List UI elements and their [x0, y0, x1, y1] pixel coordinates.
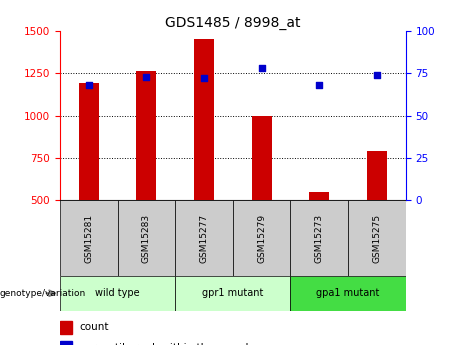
- Bar: [290, 200, 348, 276]
- Text: percentile rank within the sample: percentile rank within the sample: [79, 343, 255, 345]
- Bar: [367, 151, 387, 200]
- Text: GSM15277: GSM15277: [200, 214, 208, 263]
- Bar: [136, 71, 156, 200]
- Bar: [79, 82, 99, 200]
- Bar: [290, 276, 406, 310]
- Bar: [60, 321, 72, 334]
- Text: GSM15273: GSM15273: [315, 214, 324, 263]
- Text: GSM15275: GSM15275: [372, 214, 381, 263]
- Bar: [175, 200, 233, 276]
- Bar: [309, 193, 329, 200]
- Point: [373, 72, 381, 78]
- Bar: [175, 276, 290, 310]
- Text: GSM15281: GSM15281: [84, 214, 93, 263]
- Bar: [118, 200, 175, 276]
- Text: gpa1 mutant: gpa1 mutant: [316, 288, 380, 298]
- Bar: [233, 200, 290, 276]
- Point: [142, 74, 150, 79]
- Point: [315, 82, 323, 88]
- Text: count: count: [79, 323, 108, 332]
- Text: gpr1 mutant: gpr1 mutant: [202, 288, 264, 298]
- Bar: [60, 341, 72, 345]
- Bar: [252, 116, 272, 200]
- Bar: [194, 39, 214, 200]
- Point: [258, 66, 266, 71]
- Point: [200, 76, 207, 81]
- Bar: [60, 200, 118, 276]
- Text: GSM15279: GSM15279: [257, 214, 266, 263]
- Bar: [60, 276, 175, 310]
- Bar: [348, 200, 406, 276]
- Text: wild type: wild type: [95, 288, 140, 298]
- Text: genotype/variation: genotype/variation: [0, 289, 86, 298]
- Point: [85, 82, 92, 88]
- Text: GSM15283: GSM15283: [142, 214, 151, 263]
- Title: GDS1485 / 8998_at: GDS1485 / 8998_at: [165, 16, 301, 30]
